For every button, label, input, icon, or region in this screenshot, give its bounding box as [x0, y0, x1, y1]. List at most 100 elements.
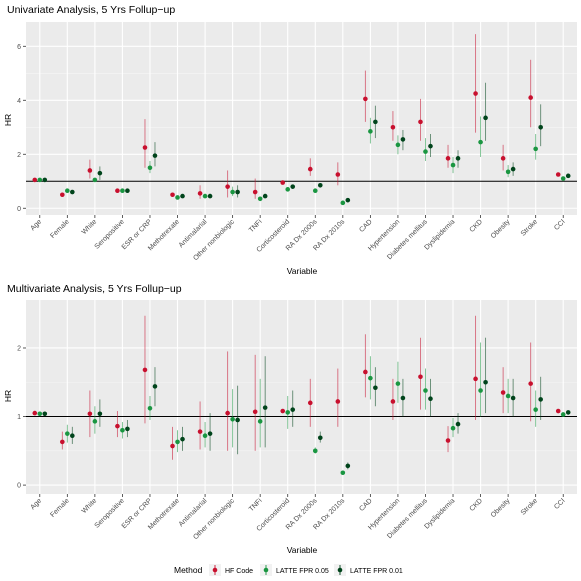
x-tick-label-white: White — [81, 497, 99, 515]
point-hf-code — [252, 409, 258, 415]
x-tick-label-age: Age — [29, 497, 43, 511]
legend-key-latte-fpr-0-05-point — [263, 567, 269, 573]
point-latte-fpr-0-01 — [510, 395, 516, 401]
point-hf-code — [197, 191, 203, 196]
point-hf-code — [307, 166, 313, 172]
point-latte-fpr-0-05 — [147, 406, 153, 411]
y-tick-label: 6 — [17, 44, 21, 51]
point-latte-fpr-0-05 — [230, 189, 235, 195]
point-latte-fpr-0-05 — [65, 188, 70, 194]
point-latte-fpr-0-05 — [37, 177, 43, 183]
point-latte-fpr-0-01 — [70, 433, 75, 439]
point-latte-fpr-0-05 — [340, 200, 346, 206]
point-latte-fpr-0-01 — [97, 411, 103, 417]
x-tick-label-cad: CAD — [358, 497, 373, 512]
point-hf-code — [32, 177, 38, 183]
univariate-ylabel: HR — [3, 114, 13, 126]
univariate-xlabel: Variable — [287, 266, 318, 276]
point-latte-fpr-0-01 — [235, 189, 240, 195]
point-latte-fpr-0-05 — [423, 388, 428, 393]
point-latte-fpr-0-01 — [97, 170, 103, 176]
point-latte-fpr-0-05 — [92, 419, 98, 424]
point-latte-fpr-0-05 — [202, 433, 208, 439]
point-latte-fpr-0-05 — [147, 165, 153, 171]
point-hf-code — [555, 408, 561, 414]
point-latte-fpr-0-01 — [207, 193, 213, 199]
point-latte-fpr-0-05 — [450, 425, 456, 431]
point-latte-fpr-0-05 — [175, 195, 180, 200]
point-hf-code — [197, 429, 203, 434]
point-latte-fpr-0-01 — [42, 177, 48, 183]
point-hf-code — [335, 172, 341, 177]
point-latte-fpr-0-01 — [483, 379, 488, 385]
x-tick-label-cci: CCI — [553, 218, 567, 232]
point-hf-code — [60, 439, 65, 445]
multivariate-xlabel: Variable — [287, 545, 318, 555]
point-latte-fpr-0-01 — [455, 156, 461, 161]
point-latte-fpr-0-01 — [317, 183, 323, 188]
point-hf-code — [280, 180, 286, 185]
point-latte-fpr-0-05 — [395, 142, 401, 148]
point-hf-code — [390, 124, 396, 130]
point-hf-code — [170, 192, 175, 198]
point-latte-fpr-0-01 — [565, 410, 571, 415]
x-tick-label-female: Female — [49, 218, 71, 240]
y-tick-label: 0 — [17, 483, 21, 490]
point-latte-fpr-0-05 — [478, 388, 483, 393]
multivariate-title: Multivariate Analysis, 5 Yrs Follup−up — [7, 283, 182, 295]
univariate-title: Univariate Analysis, 5 Yrs Follup−up — [7, 4, 175, 16]
point-latte-fpr-0-05 — [505, 393, 511, 399]
legend-key-latte-fpr-0-01-point — [337, 567, 343, 573]
plot-background — [26, 22, 577, 215]
legend-label-latte-fpr-001: LATTE FPR 0.01 — [350, 568, 403, 575]
x-tick-label-cci: CCI — [553, 497, 567, 511]
point-latte-fpr-0-05 — [312, 448, 318, 454]
x-tick-label-stroke: Stroke — [520, 497, 539, 516]
point-hf-code — [225, 410, 230, 416]
point-hf-code — [142, 367, 148, 373]
point-hf-code — [280, 408, 286, 414]
x-tick-label-ckd: CKD — [469, 218, 484, 233]
point-latte-fpr-0-05 — [230, 416, 235, 422]
point-latte-fpr-0-05 — [175, 439, 180, 445]
point-latte-fpr-0-01 — [373, 119, 378, 125]
point-latte-fpr-0-01 — [510, 166, 516, 172]
legend-key-hf-code-point — [212, 567, 218, 573]
point-latte-fpr-0-01 — [538, 124, 543, 130]
point-latte-fpr-0-01 — [455, 421, 461, 427]
point-latte-fpr-0-01 — [125, 426, 130, 432]
point-latte-fpr-0-01 — [207, 431, 213, 436]
point-latte-fpr-0-01 — [262, 405, 268, 410]
point-latte-fpr-0-05 — [92, 177, 98, 183]
point-latte-fpr-0-01 — [565, 173, 571, 179]
point-hf-code — [445, 156, 451, 161]
point-latte-fpr-0-05 — [368, 129, 373, 134]
point-latte-fpr-0-05 — [368, 375, 373, 381]
point-latte-fpr-0-05 — [423, 149, 428, 154]
point-latte-fpr-0-05 — [340, 470, 346, 476]
point-latte-fpr-0-05 — [120, 188, 125, 194]
point-hf-code — [528, 95, 533, 100]
point-latte-fpr-0-05 — [450, 162, 456, 168]
point-hf-code — [445, 438, 451, 443]
point-hf-code — [115, 423, 120, 429]
x-tick-label-white: White — [81, 218, 99, 236]
legend-item-latte-fpr-001: LATTE FPR 0.01 — [350, 568, 403, 575]
point-latte-fpr-0-01 — [235, 417, 240, 423]
point-latte-fpr-0-01 — [290, 407, 296, 412]
point-latte-fpr-0-05 — [312, 188, 318, 194]
point-latte-fpr-0-01 — [125, 188, 130, 194]
point-hf-code — [418, 374, 423, 380]
point-hf-code — [32, 410, 38, 416]
point-latte-fpr-0-05 — [65, 431, 70, 436]
legend-title: Method — [174, 565, 203, 575]
point-latte-fpr-0-05 — [37, 411, 43, 417]
point-latte-fpr-0-01 — [317, 435, 323, 441]
point-latte-fpr-0-01 — [180, 436, 185, 442]
point-latte-fpr-0-05 — [257, 419, 263, 424]
point-hf-code — [528, 381, 533, 386]
point-latte-fpr-0-01 — [345, 197, 351, 203]
point-latte-fpr-0-01 — [428, 143, 433, 149]
point-latte-fpr-0-05 — [533, 146, 538, 152]
